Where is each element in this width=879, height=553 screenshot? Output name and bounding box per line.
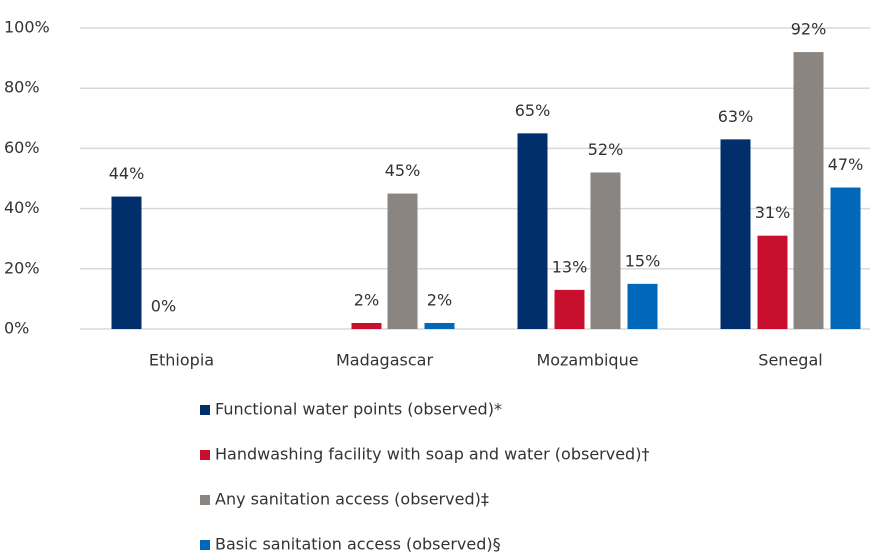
data-label: 0%	[151, 297, 176, 316]
data-label: 47%	[828, 155, 864, 174]
bar	[793, 52, 824, 330]
data-label: 52%	[588, 140, 624, 159]
bar	[757, 235, 788, 329]
bar	[517, 133, 548, 329]
x-tick-label: Senegal	[758, 351, 822, 370]
legend-swatch	[200, 540, 210, 550]
bar	[720, 139, 751, 329]
data-label: 15%	[625, 251, 661, 270]
bar	[387, 193, 418, 329]
bar	[590, 172, 621, 329]
y-tick-label: 60%	[4, 138, 40, 157]
bar	[554, 289, 585, 329]
legend-label: Handwashing facility with soap and water…	[215, 445, 649, 464]
bar	[830, 187, 861, 329]
y-tick-label: 20%	[4, 258, 40, 277]
x-tick-label: Ethiopia	[149, 351, 214, 370]
y-tick-label: 80%	[4, 78, 40, 97]
legend-label: Basic sanitation access (observed)§	[215, 535, 501, 553]
data-label: 44%	[109, 164, 145, 183]
legend-swatch	[200, 495, 210, 505]
bar	[424, 322, 455, 329]
y-tick-label: 100%	[4, 18, 50, 37]
data-label: 2%	[427, 290, 452, 309]
legend-swatch	[200, 405, 210, 415]
legend-label: Any sanitation access (observed)‡	[215, 490, 489, 509]
data-label: 65%	[515, 101, 551, 120]
bar	[627, 283, 658, 329]
data-label: 31%	[755, 203, 791, 222]
y-tick-label: 0%	[4, 319, 29, 338]
data-label: 2%	[354, 290, 379, 309]
legend-label: Functional water points (observed)*	[215, 400, 502, 419]
bar	[111, 196, 142, 329]
bar	[351, 322, 382, 329]
y-tick-label: 40%	[4, 198, 40, 217]
data-label: 92%	[791, 20, 827, 39]
x-tick-label: Madagascar	[336, 351, 433, 370]
legend-swatch	[200, 450, 210, 460]
data-label: 63%	[718, 107, 754, 126]
data-label: 13%	[552, 257, 588, 276]
data-label: 45%	[385, 161, 421, 180]
x-tick-label: Mozambique	[536, 351, 638, 370]
